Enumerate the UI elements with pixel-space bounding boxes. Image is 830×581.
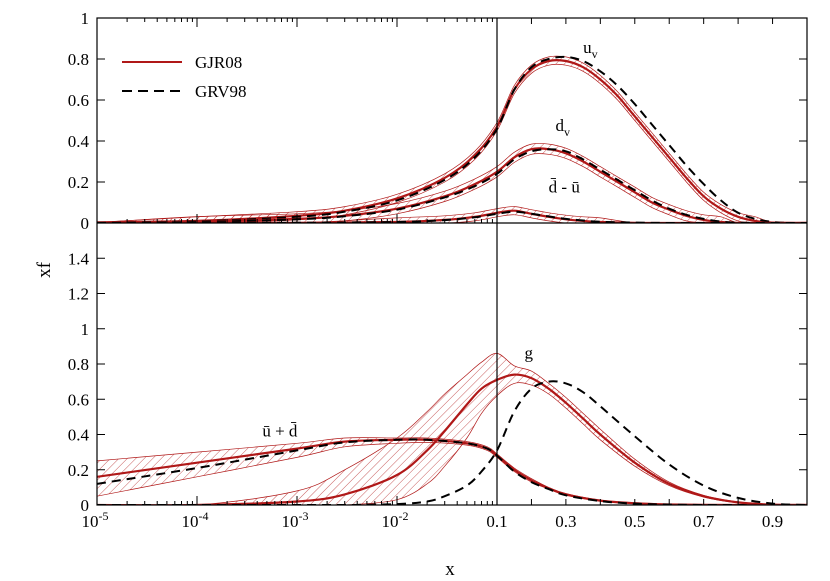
y-tick-label: 0.8 [68,50,89,69]
series-gjr08-d_v [97,147,807,223]
x-tick-label-log: 10-2 [382,509,409,531]
x-tick-label-linear: 0.9 [762,512,783,531]
y-tick-label: 0.4 [68,132,90,151]
x-tick-label-log: 10-3 [282,509,309,531]
curve-label: uv [583,38,598,61]
x-tick-label-linear: 0.1 [486,512,507,531]
curve-labels: uv dv d̄ - ū ū + d̄ g [262,38,597,440]
x-axis-label: x [445,559,455,580]
axis-ticks [96,17,808,506]
x-tick-label-linear: 0.7 [693,512,715,531]
legend: GJR08 GRV98 [122,53,247,101]
series-gjr08-u_v [97,59,807,223]
y-tick-label: 0.8 [68,355,89,374]
x-tick-label-log: 10-4 [182,509,209,531]
series-gjr08-g [97,373,807,505]
y-tick-label: 0.6 [68,390,89,409]
curve-label: ū + d̄ [262,421,298,440]
series-grv98-d_v [97,148,807,223]
curve-label: dv [556,116,571,139]
y-tick-label: 0.4 [68,426,90,445]
legend-grv98-label: GRV98 [195,82,247,101]
band-ubar+dbar [97,437,807,505]
y-tick-label: 0 [81,496,90,515]
x-tick-label-linear: 0.3 [555,512,576,531]
axis-tick-labels: 0 0.2 0.4 0.6 0.8 1 0 0.2 0.4 0.6 0.8 1 1.2 1.4 10-5 10… [68,9,783,531]
legend-gjr08-label: GJR08 [195,53,242,72]
curve-label: d̄ - ū [549,177,581,196]
y-axis-label: xf [34,261,55,278]
y-tick-label: 0 [81,214,90,233]
y-tick-label: 0.6 [68,91,89,110]
band-u_v [97,55,807,223]
plot-frame [96,17,808,506]
y-tick-label: 1.2 [68,285,89,304]
y-tick-label: 1 [81,9,90,28]
panel-frames [96,17,808,506]
y-tick-label: 1 [81,320,90,339]
y-tick-label: 0.2 [68,173,89,192]
y-tick-label: 1.4 [68,249,90,268]
series-grv98-g [97,380,807,505]
y-tick-label: 0.2 [68,461,89,480]
band-d_v [97,142,807,223]
x-tick-label-linear: 0.5 [624,512,645,531]
curve-label: g [525,344,534,363]
x-tick-label-log: 10-5 [82,509,109,531]
series-grv98-u_v [97,55,807,223]
